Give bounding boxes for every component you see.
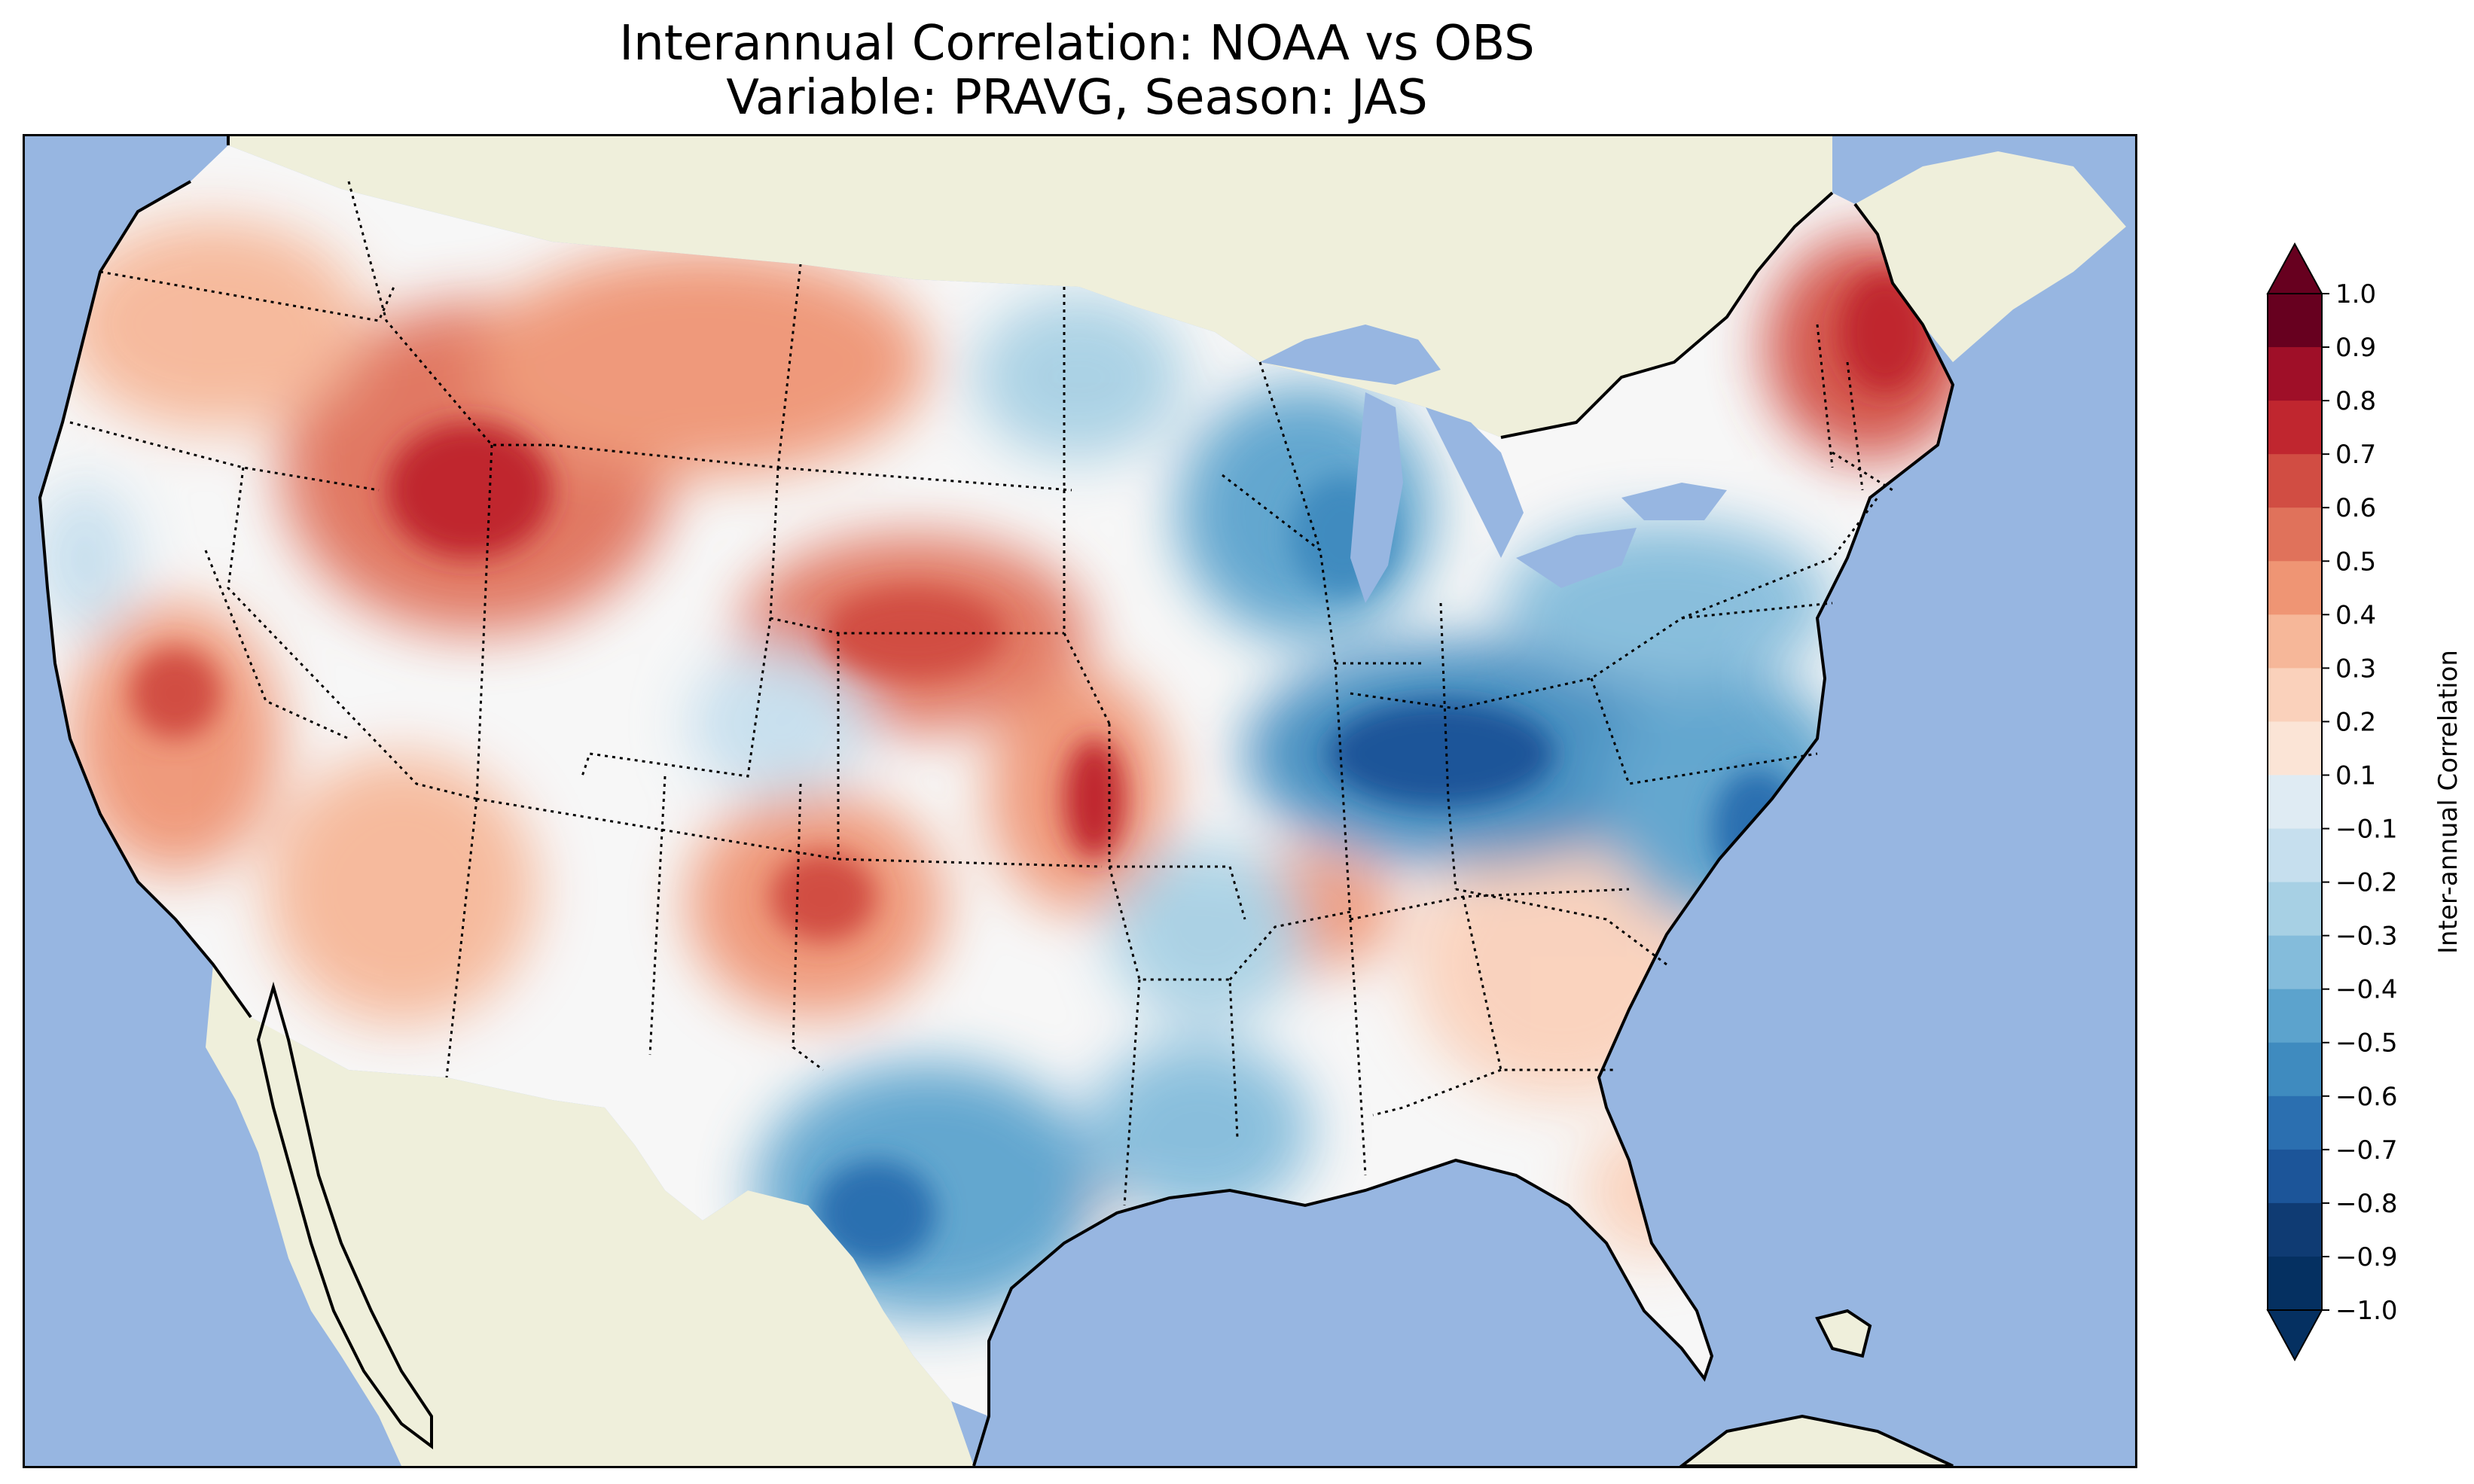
colorbar-band [2268, 454, 2322, 508]
colorbar-band [2268, 401, 2322, 455]
yucatan-land [1679, 1414, 1954, 1466]
colorbar-tick-label: 0.7 [2335, 440, 2376, 470]
colorbar-bottom-arrow [2266, 1309, 2323, 1362]
colorbar-tick-label: −0.5 [2335, 1028, 2398, 1059]
colorbar-band [2268, 1202, 2322, 1257]
colorbar-bands [2268, 294, 2322, 1311]
colorbar-ticks: 1.0 0.9 0.8 0.7 0.6 0.5 0.4 0.3 0.2 0.1 −0.1 −0.2 −0… [2322, 279, 2398, 1326]
colorbar-tick-label: 0.1 [2335, 760, 2376, 791]
colorbar-tick-label: 0.8 [2335, 386, 2376, 416]
colorbar-tick-label: −0.1 [2335, 815, 2398, 845]
mexico-land [206, 964, 974, 1466]
colorbar-outline [2267, 293, 2323, 1311]
map-canvas [25, 136, 2135, 1466]
colorbar-tick-label: −0.7 [2335, 1135, 2398, 1166]
colorbar-band [2268, 882, 2322, 937]
colorbar-tick-label: −0.2 [2335, 868, 2398, 898]
colorbar-band [2268, 989, 2322, 1044]
cuba-land [1815, 1309, 1872, 1358]
colorbar-band [2268, 507, 2322, 562]
colorbar-band [2268, 1256, 2322, 1311]
colorbar-tick-label: −0.9 [2335, 1242, 2398, 1272]
colorbar-band [2268, 561, 2322, 615]
colorbar-tick-label: 0.2 [2335, 707, 2376, 737]
colorbar-band [2268, 1095, 2322, 1150]
colorbar-label: Inter-annual Correlation [2433, 650, 2463, 954]
colorbar-tick-label: −0.3 [2335, 922, 2398, 952]
colorbar-tick-label: 0.5 [2335, 547, 2376, 577]
colorbar-band [2268, 775, 2322, 830]
colorbar-top-arrow [2266, 242, 2323, 294]
colorbar-tick-label: 0.9 [2335, 333, 2376, 363]
colorbar-tick-label: 0.4 [2335, 600, 2376, 630]
colorbar-tick-label: 1.0 [2335, 279, 2376, 309]
colorbar-tick-label: −0.6 [2335, 1082, 2398, 1112]
colorbar-tick-label: −0.4 [2335, 975, 2398, 1005]
colorbar-band [2268, 614, 2322, 669]
colorbar-band [2268, 294, 2322, 348]
great-lakes [1260, 325, 1727, 603]
colorbar-band [2268, 828, 2322, 883]
colorbar-band [2268, 935, 2322, 990]
colorbar-band [2268, 1149, 2322, 1204]
map-panel [23, 134, 2137, 1468]
colorbar-band [2268, 668, 2322, 722]
colorbar-tick-label: −1.0 [2335, 1296, 2398, 1326]
colorbar-tick-label: 0.3 [2335, 654, 2376, 684]
chart-subtitle: Variable: PRAVG, Season: JAS [726, 70, 1428, 126]
colorbar-band [2268, 347, 2322, 401]
colorbar-tick-label: −0.8 [2335, 1189, 2398, 1219]
colorbar-tick-label: 0.6 [2335, 493, 2376, 523]
coastlines [38, 136, 1955, 1466]
colorbar-band [2268, 1042, 2322, 1097]
state-borders [69, 181, 1893, 1206]
colorbar-band [2268, 721, 2322, 776]
chart-title: Interannual Correlation: NOAA vs OBS [619, 16, 1535, 72]
maritimes-land [1855, 151, 2126, 362]
